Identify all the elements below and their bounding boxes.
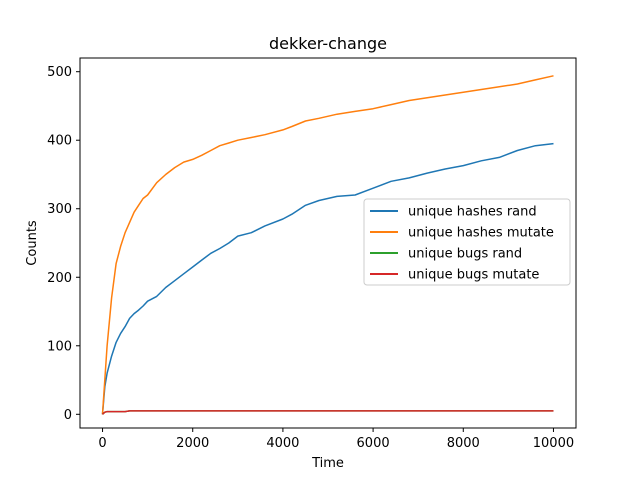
series-line-0 [101,142,554,415]
x-tick-label: 4000 [266,436,299,451]
series-line-3 [101,410,554,415]
y-axis-label: Counts [25,220,40,266]
legend-box [363,198,571,286]
x-axis-label: Time [311,456,344,471]
legend: unique hashes rand unique hashes mutate un… [363,198,571,286]
y-tick-label: 200 [47,271,72,286]
x-axis: 0 2000 4000 6000 8000 10000 [98,428,574,451]
y-tick-label: 400 [47,134,72,149]
y-axis: 0 100 200 300 400 500 [47,65,80,423]
y-tick-label: 100 [47,339,72,354]
y-tick-label: 500 [47,65,72,80]
series-line-1 [101,75,554,415]
x-tick-label: 2000 [176,436,209,451]
x-tick-label: 6000 [357,436,390,451]
legend-label: unique bugs rand [408,247,522,262]
series-layer [101,75,554,415]
plot-frame [79,57,577,429]
legend-label: unique hashes mutate [408,226,554,241]
chart-title: dekker-change [269,34,387,53]
x-tick-label: 8000 [447,436,480,451]
x-tick-label: 10000 [533,436,574,451]
legend-label: unique bugs mutate [408,268,539,283]
y-tick-label: 0 [64,408,72,423]
x-tick-label: 0 [98,436,106,451]
legend-label: unique hashes rand [408,205,537,220]
y-tick-label: 300 [47,202,72,217]
